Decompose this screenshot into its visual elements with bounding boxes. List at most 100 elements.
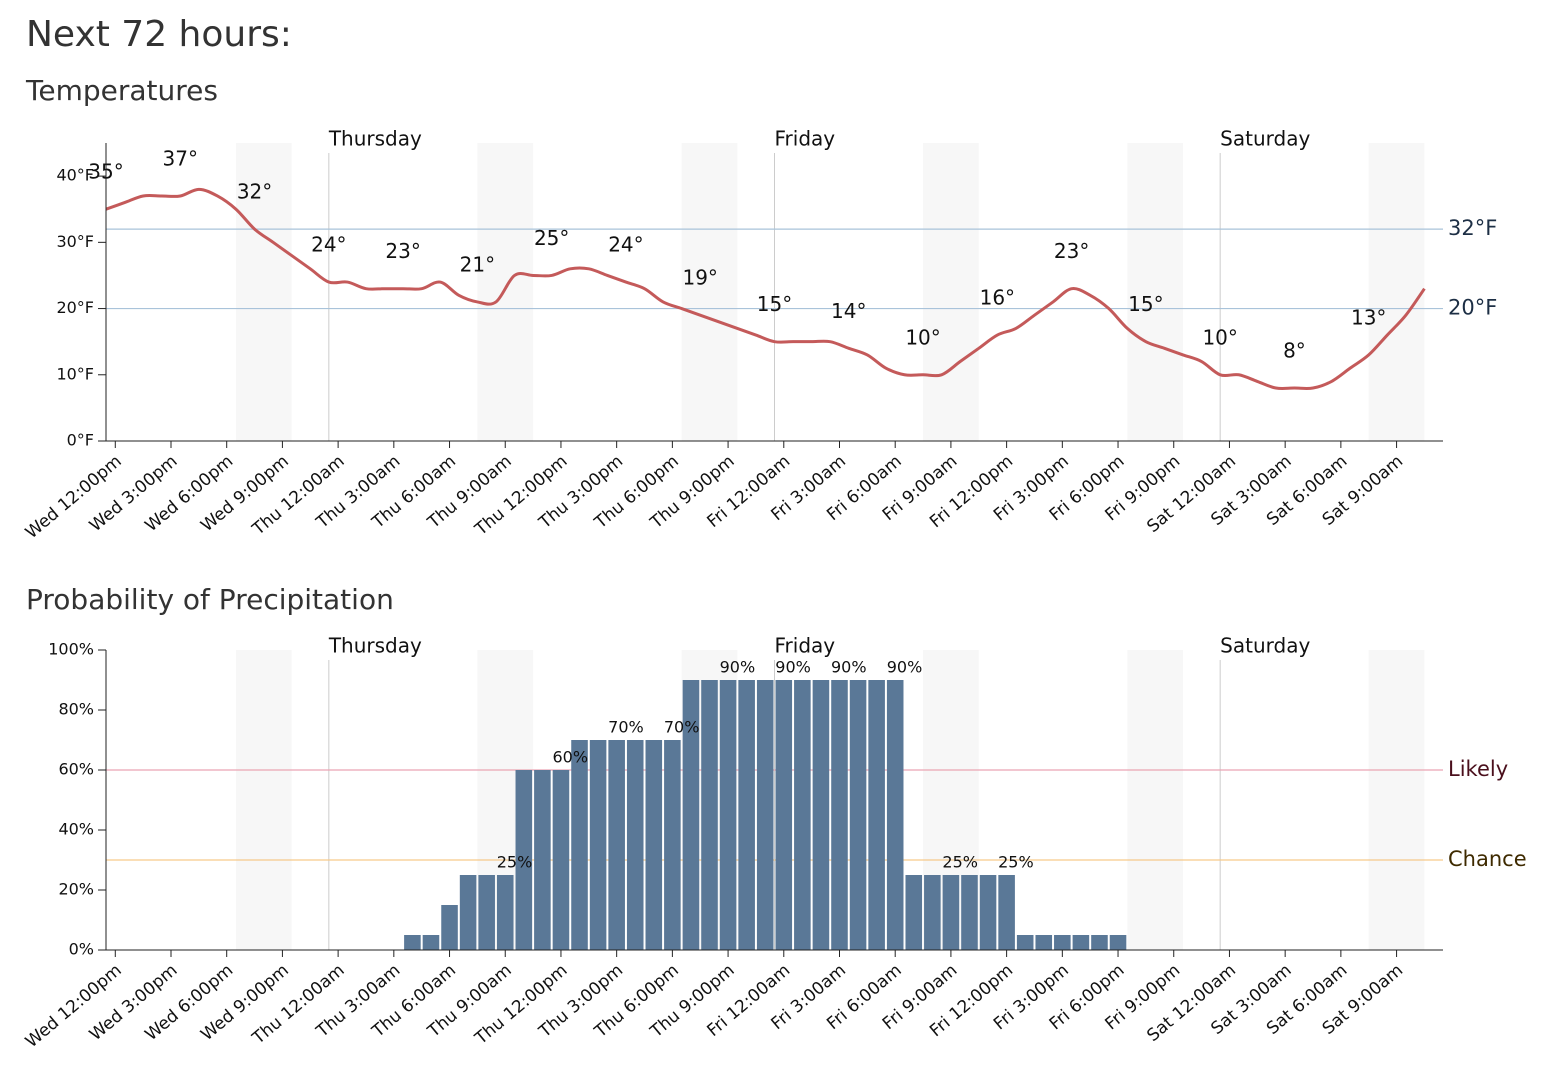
bar bbox=[515, 770, 533, 950]
y-tick-label: 10°F bbox=[56, 364, 94, 383]
data-label: 60% bbox=[552, 748, 588, 767]
bar bbox=[441, 905, 458, 950]
night-band bbox=[1368, 143, 1425, 441]
night-band bbox=[681, 143, 738, 441]
data-label: 24° bbox=[311, 233, 346, 257]
night-band bbox=[1127, 143, 1184, 441]
night-band bbox=[235, 143, 292, 441]
reference-label: 32°F bbox=[1448, 216, 1497, 240]
bar bbox=[552, 770, 570, 950]
night-band bbox=[1368, 650, 1425, 950]
data-label: 23° bbox=[1054, 239, 1089, 263]
bar bbox=[905, 875, 923, 950]
bar bbox=[979, 875, 997, 950]
reference-label: 20°F bbox=[1448, 296, 1497, 320]
reference-label: Likely bbox=[1448, 757, 1508, 781]
y-tick-label: 100% bbox=[48, 640, 94, 659]
bar bbox=[1016, 935, 1034, 950]
data-label: 25% bbox=[998, 853, 1034, 872]
data-label: 32° bbox=[237, 180, 272, 204]
data-label: 16° bbox=[980, 286, 1015, 310]
bar bbox=[1054, 935, 1071, 950]
bar bbox=[738, 680, 755, 950]
data-label: 14° bbox=[831, 299, 866, 323]
bar bbox=[645, 740, 663, 950]
bar bbox=[942, 875, 960, 950]
bar bbox=[924, 875, 941, 950]
x-tick-label: Wed 12:00pm bbox=[22, 451, 126, 543]
bar bbox=[1035, 935, 1053, 950]
bar bbox=[459, 875, 477, 950]
data-label: 21° bbox=[460, 252, 495, 276]
bar bbox=[812, 680, 830, 950]
bar bbox=[608, 740, 625, 950]
bar bbox=[534, 770, 551, 950]
data-label: 19° bbox=[682, 266, 717, 290]
bar bbox=[719, 680, 737, 950]
data-label: 10° bbox=[1202, 325, 1237, 349]
day-label: Friday bbox=[775, 634, 836, 658]
bar bbox=[794, 680, 811, 950]
y-tick-label: 0°F bbox=[67, 431, 94, 450]
night-band bbox=[235, 650, 292, 950]
bar bbox=[775, 680, 793, 950]
data-label: 37° bbox=[163, 146, 198, 170]
bar bbox=[849, 680, 867, 950]
y-tick-label: 20% bbox=[58, 880, 94, 899]
temperature-line bbox=[105, 187, 1426, 391]
bar bbox=[998, 875, 1015, 950]
night-band bbox=[923, 143, 979, 441]
bar bbox=[886, 680, 904, 950]
reference-label: Chance bbox=[1448, 847, 1527, 871]
bar bbox=[664, 740, 681, 950]
page-title: Next 72 hours: bbox=[26, 14, 292, 55]
day-label: Saturday bbox=[1220, 127, 1310, 151]
chart-title: Probability of Precipitation bbox=[26, 583, 394, 616]
bar bbox=[496, 875, 514, 950]
bar bbox=[404, 935, 421, 950]
bar bbox=[961, 875, 978, 950]
data-label: 25° bbox=[534, 226, 569, 250]
data-label: 23° bbox=[385, 239, 420, 263]
data-label: 15° bbox=[1128, 292, 1163, 316]
data-label: 70% bbox=[608, 718, 644, 737]
bar bbox=[868, 680, 885, 950]
day-label: Thursday bbox=[328, 634, 422, 658]
bar bbox=[571, 740, 588, 950]
day-label: Thursday bbox=[328, 127, 422, 151]
x-tick-label: Wed 12:00pm bbox=[22, 960, 126, 1052]
bar bbox=[589, 740, 607, 950]
bar bbox=[626, 740, 644, 950]
data-label: 90% bbox=[775, 658, 811, 677]
data-label: 70% bbox=[664, 718, 700, 737]
day-label: Friday bbox=[775, 127, 836, 151]
y-tick-label: 80% bbox=[58, 700, 94, 719]
bar bbox=[701, 680, 718, 950]
data-label: 25% bbox=[942, 853, 978, 872]
y-tick-label: 20°F bbox=[56, 298, 94, 317]
night-band bbox=[1127, 650, 1184, 950]
bar bbox=[1072, 935, 1090, 950]
bar bbox=[1091, 935, 1108, 950]
day-label: Saturday bbox=[1220, 634, 1310, 658]
y-tick-label: 0% bbox=[69, 940, 94, 959]
data-label: 24° bbox=[608, 233, 643, 257]
bar bbox=[422, 935, 440, 950]
data-label: 13° bbox=[1351, 305, 1386, 329]
data-label: 90% bbox=[720, 658, 756, 677]
y-tick-label: 30°F bbox=[56, 232, 94, 251]
night-band bbox=[477, 143, 534, 441]
y-tick-label: 60% bbox=[58, 760, 94, 779]
bar bbox=[478, 875, 495, 950]
y-tick-label: 40°F bbox=[56, 166, 94, 185]
bar bbox=[682, 680, 700, 950]
bar bbox=[756, 680, 774, 950]
data-label: 25% bbox=[497, 853, 533, 872]
bar bbox=[831, 680, 848, 950]
data-label: 10° bbox=[905, 325, 940, 349]
data-label: 90% bbox=[887, 658, 923, 677]
data-label: 15° bbox=[757, 292, 792, 316]
chart-title: Temperatures bbox=[25, 74, 218, 107]
y-tick-label: 40% bbox=[58, 820, 94, 839]
